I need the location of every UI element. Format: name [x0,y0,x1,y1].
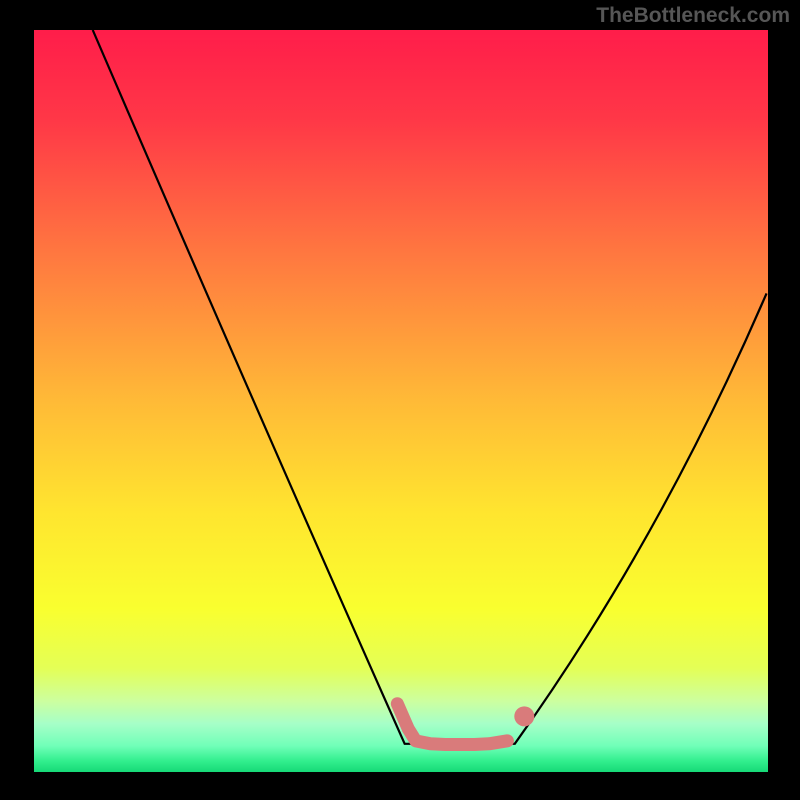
chart-stage: TheBottleneck.com [0,0,800,800]
bottleneck-chart [0,0,800,800]
plot-background [34,30,768,772]
trough-end-dot [514,706,534,726]
watermark-text: TheBottleneck.com [596,4,790,28]
